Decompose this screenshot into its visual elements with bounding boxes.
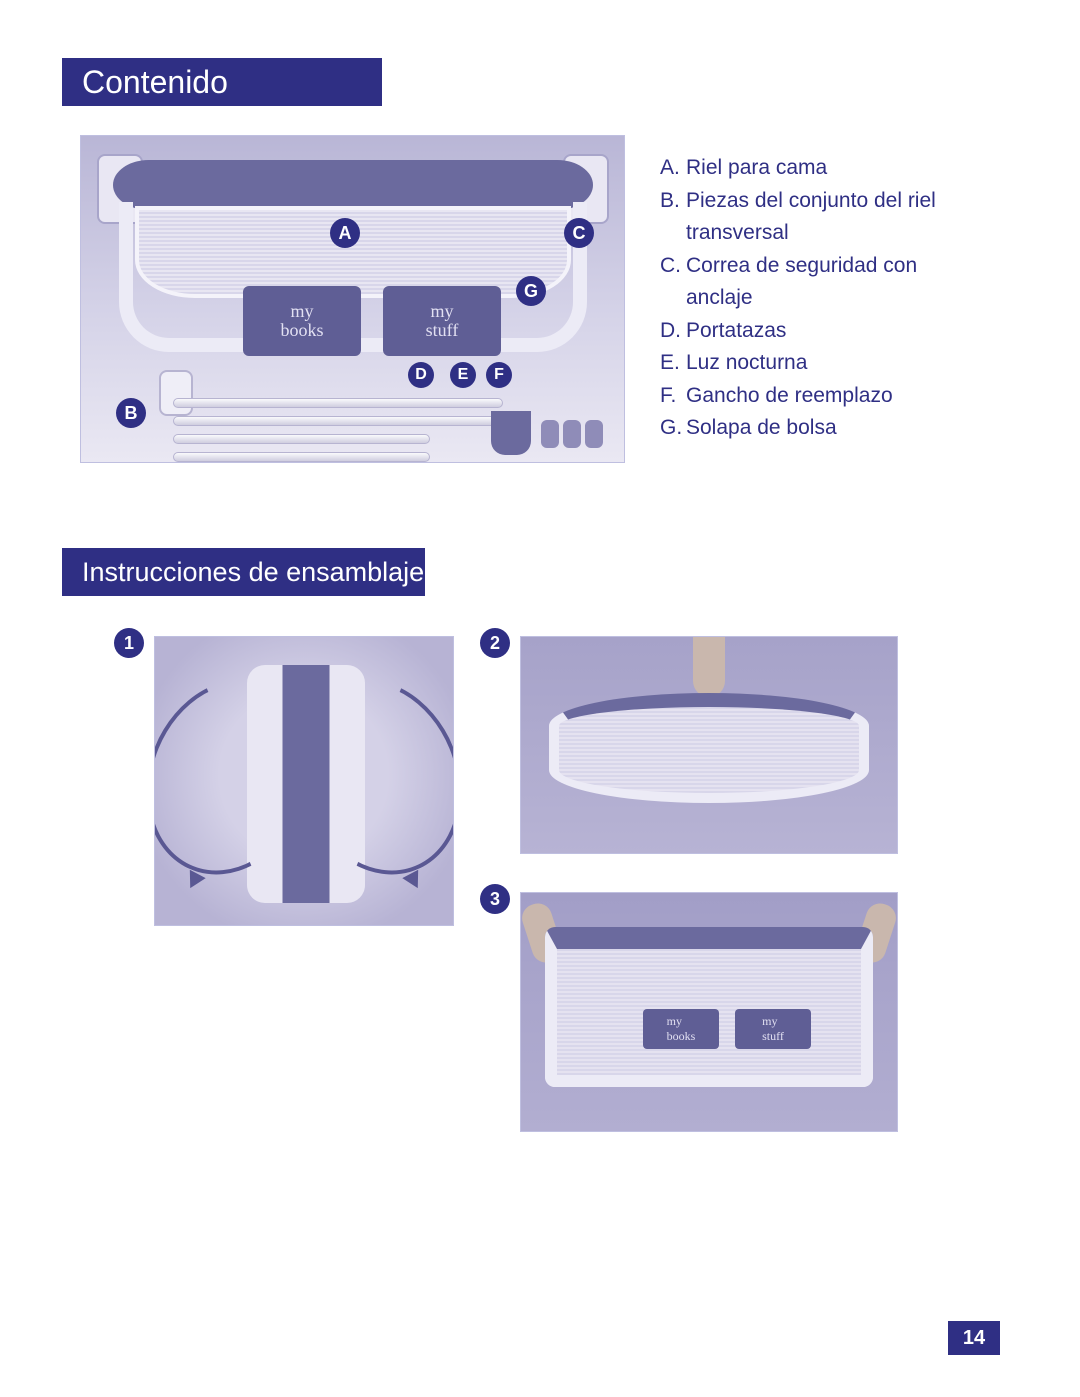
list-item: E. Luz nocturna: [660, 347, 1020, 380]
list-item-continuation: transversal: [660, 217, 1020, 250]
step-number-badge-2: 2: [480, 628, 510, 658]
page-number-text: 14: [963, 1327, 985, 1350]
illustration-tube: [173, 398, 503, 408]
illustration-pocket-left: my books: [243, 286, 361, 356]
illustration-tube: [173, 434, 430, 444]
illustration-pocket-right: my stuff: [735, 1009, 811, 1049]
illustration-rail-open: my books my stuff: [545, 927, 873, 1087]
list-item-text: Solapa de bolsa: [686, 412, 1020, 445]
list-item-text: Correa de seguridad con: [686, 250, 1020, 283]
section-header-contents: Contenido: [62, 58, 382, 106]
assembly-step-1-illustration: [154, 636, 454, 926]
section-header-contents-text: Contenido: [82, 64, 228, 101]
page-number: 14: [948, 1321, 1000, 1355]
section-header-assembly-text: Instrucciones de ensamblaje: [82, 557, 424, 588]
illustration-pockets: my books my stuff: [243, 286, 501, 356]
list-item: D. Portatazas: [660, 315, 1020, 348]
list-item-letter: G.: [660, 412, 686, 445]
list-item-letter: D.: [660, 315, 686, 348]
list-item: A. Riel para cama: [660, 152, 1020, 185]
illustration-small-part: [585, 420, 603, 448]
list-item-continuation: anclaje: [660, 282, 1020, 315]
section-header-assembly: Instrucciones de ensamblaje: [62, 548, 425, 596]
list-item-letter: E.: [660, 347, 686, 380]
assembly-step-3-illustration: my books my stuff: [520, 892, 898, 1132]
list-item: F. Gancho de reemplazo: [660, 380, 1020, 413]
contents-parts-list: A. Riel para cama B. Piezas del conjunto…: [660, 152, 1020, 445]
illustration-pocket-right: my stuff: [383, 286, 501, 356]
list-item-letter: A.: [660, 152, 686, 185]
part-label-badge-a: A: [330, 218, 360, 248]
illustration-small-part: [541, 420, 559, 448]
assembly-step-2-illustration: [520, 636, 898, 854]
part-label-badge-d: D: [408, 362, 434, 388]
list-item-text: Piezas del conjunto del riel: [686, 185, 1020, 218]
list-item-text: Portatazas: [686, 315, 1020, 348]
list-item-text: Luz nocturna: [686, 347, 1020, 380]
illustration-arm: [693, 636, 725, 697]
part-label-badge-c: C: [564, 218, 594, 248]
list-item: B. Piezas del conjunto del riel: [660, 185, 1020, 218]
list-item-letter: C.: [660, 250, 686, 283]
step-number-badge-3: 3: [480, 884, 510, 914]
illustration-bed-rail: my books my stuff: [103, 154, 603, 354]
list-item: G. Solapa de bolsa: [660, 412, 1020, 445]
list-item: C. Correa de seguridad con: [660, 250, 1020, 283]
illustration-small-part: [563, 420, 581, 448]
step-number-badge-1: 1: [114, 628, 144, 658]
illustration-tube: [173, 452, 430, 462]
part-label-badge-b: B: [116, 398, 146, 428]
manual-page: Contenido my books my stuff A: [0, 0, 1080, 1397]
illustration-cross-rail-pieces: [173, 390, 503, 463]
list-item-letter: B.: [660, 185, 686, 218]
illustration-rail-opening: [549, 693, 869, 803]
illustration-cup-holder: [491, 411, 531, 455]
illustration-pocket-left: my books: [643, 1009, 719, 1049]
list-item-text: Gancho de reemplazo: [686, 380, 1020, 413]
part-label-badge-f: F: [486, 362, 512, 388]
list-item-letter: F.: [660, 380, 686, 413]
part-label-badge-g: G: [516, 276, 546, 306]
part-label-badge-e: E: [450, 362, 476, 388]
illustration-tube: [173, 416, 503, 426]
list-item-text: Riel para cama: [686, 152, 1020, 185]
